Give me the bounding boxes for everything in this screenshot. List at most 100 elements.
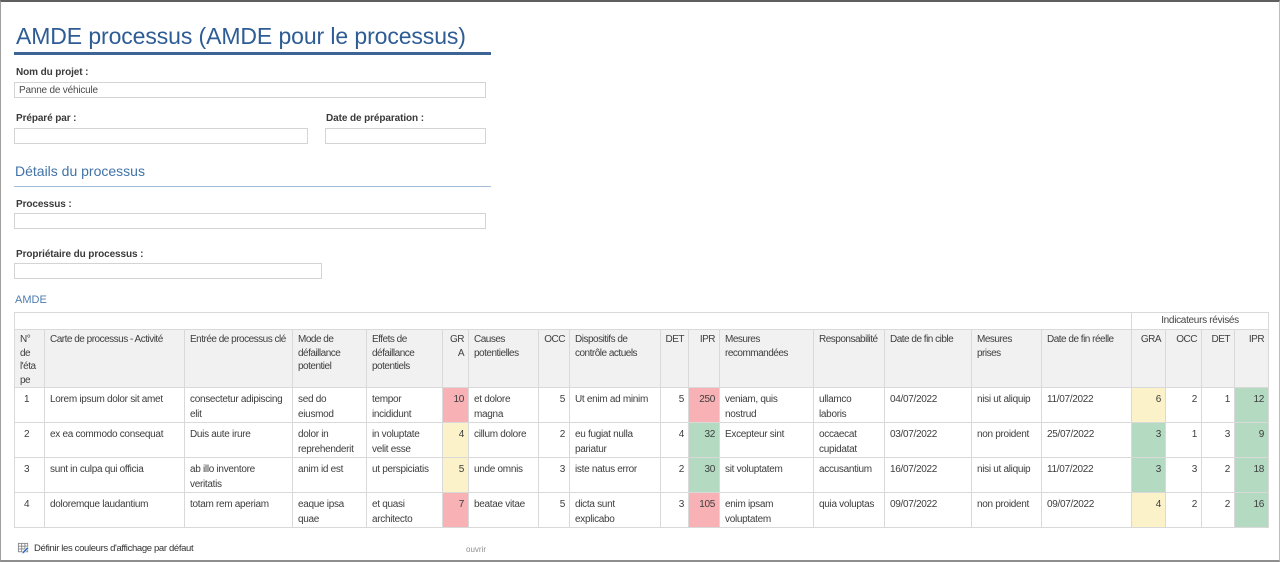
process-owner-input[interactable] bbox=[14, 263, 322, 279]
preparation-date-label: Date de préparation : bbox=[326, 113, 424, 124]
table-cell[interactable]: 3 bbox=[14, 457, 45, 493]
table-cell[interactable]: Ut enim ad minim bbox=[569, 387, 661, 423]
table-cell[interactable]: 25/07/2022 bbox=[1041, 422, 1132, 458]
table-cell[interactable]: nisi ut aliquip bbox=[971, 457, 1042, 493]
column-header-8: Dispositifs de contrôle actuels bbox=[569, 329, 661, 388]
table-cell[interactable]: 16 bbox=[1233, 492, 1270, 528]
table-cell[interactable]: 5 bbox=[660, 387, 689, 423]
table-cell[interactable]: eu fugiat nulla pariatur bbox=[569, 422, 661, 458]
table-cell[interactable]: sed do eiusmod bbox=[292, 387, 367, 423]
column-header-14: Mesures prises bbox=[971, 329, 1042, 388]
table-cell[interactable]: doloremque laudantium bbox=[44, 492, 185, 528]
table-cell[interactable]: 7 bbox=[442, 492, 469, 528]
prepared-by-input[interactable] bbox=[14, 128, 308, 144]
table-cell[interactable]: 9 bbox=[1233, 422, 1270, 458]
table-cell[interactable]: 18 bbox=[1233, 457, 1270, 493]
table-cell[interactable]: 16/07/2022 bbox=[884, 457, 972, 493]
table-cell[interactable]: enim ipsam voluptatem bbox=[719, 492, 814, 528]
preparation-date-input[interactable] bbox=[325, 128, 486, 144]
table-cell[interactable]: ullamco laboris bbox=[813, 387, 885, 423]
table-cell[interactable]: tempor incididunt bbox=[366, 387, 443, 423]
table-cell[interactable]: 32 bbox=[688, 422, 720, 458]
table-cell[interactable]: 4 bbox=[660, 422, 689, 458]
table-cell[interactable]: 03/07/2022 bbox=[884, 422, 972, 458]
table-cell[interactable]: 250 bbox=[688, 387, 720, 423]
group-header-spacer bbox=[14, 312, 1132, 330]
table-cell[interactable]: dicta sunt explicabo bbox=[569, 492, 661, 528]
table-cell[interactable]: nisi ut aliquip bbox=[971, 387, 1042, 423]
table-cell[interactable]: 2 bbox=[14, 422, 45, 458]
page-title: AMDE processus (AMDE pour le processus) bbox=[16, 23, 466, 49]
table-cell[interactable]: consectetur adipiscing elit bbox=[184, 387, 293, 423]
table-cell[interactable]: ab illo inventore veritatis bbox=[184, 457, 293, 493]
table-cell[interactable]: 3 bbox=[1131, 457, 1166, 493]
table-cell[interactable]: veniam, quis nostrud bbox=[719, 387, 814, 423]
table-cell[interactable]: unde omnis bbox=[468, 457, 539, 493]
table-cell[interactable]: Duis aute irure bbox=[184, 422, 293, 458]
table-cell[interactable]: Excepteur sint bbox=[719, 422, 814, 458]
table-cell[interactable]: anim id est bbox=[292, 457, 367, 493]
table-cell[interactable]: 5 bbox=[538, 387, 570, 423]
project-name-input[interactable] bbox=[14, 82, 486, 98]
table-cell[interactable]: iste natus error bbox=[569, 457, 661, 493]
table-cell[interactable]: 04/07/2022 bbox=[884, 387, 972, 423]
column-header-17: OCC bbox=[1165, 329, 1202, 388]
column-header-5: GRA bbox=[442, 329, 469, 388]
table-cell[interactable]: 10 bbox=[442, 387, 469, 423]
table-cell[interactable]: 11/07/2022 bbox=[1041, 457, 1132, 493]
table-cell[interactable]: 3 bbox=[1131, 422, 1166, 458]
table-cell[interactable]: 2 bbox=[538, 422, 570, 458]
table-cell[interactable]: totam rem aperiam bbox=[184, 492, 293, 528]
table-cell[interactable]: 2 bbox=[1201, 492, 1235, 528]
table-cell[interactable]: 5 bbox=[442, 457, 469, 493]
table-cell[interactable]: 09/07/2022 bbox=[1041, 492, 1132, 528]
table-edit-icon bbox=[17, 542, 30, 554]
table-cell[interactable]: 4 bbox=[442, 422, 469, 458]
table-cell[interactable]: 3 bbox=[1201, 422, 1235, 458]
project-name-label: Nom du projet : bbox=[16, 67, 89, 78]
table-cell[interactable]: eaque ipsa quae bbox=[292, 492, 367, 528]
process-input[interactable] bbox=[14, 213, 486, 229]
table-cell[interactable]: in voluptate velit esse bbox=[366, 422, 443, 458]
table-cell[interactable]: 2 bbox=[1201, 457, 1235, 493]
table-cell[interactable]: 3 bbox=[1165, 457, 1202, 493]
table-cell[interactable]: 2 bbox=[660, 457, 689, 493]
table-cell[interactable]: non proident bbox=[971, 422, 1042, 458]
table-cell[interactable]: 1 bbox=[1165, 422, 1202, 458]
table-cell[interactable]: et quasi architecto bbox=[366, 492, 443, 528]
table-cell[interactable]: 3 bbox=[660, 492, 689, 528]
table-cell[interactable]: 4 bbox=[1131, 492, 1166, 528]
table-cell[interactable]: accusantium bbox=[813, 457, 885, 493]
table-cell[interactable]: ut perspiciatis bbox=[366, 457, 443, 493]
table-cell[interactable]: 11/07/2022 bbox=[1041, 387, 1132, 423]
table-cell[interactable]: 6 bbox=[1131, 387, 1166, 423]
table-cell[interactable]: non proident bbox=[971, 492, 1042, 528]
column-header-13: Date de fin cible bbox=[884, 329, 972, 388]
table-cell[interactable]: sit voluptatem bbox=[719, 457, 814, 493]
table-cell[interactable]: 105 bbox=[688, 492, 720, 528]
table-cell[interactable]: 4 bbox=[14, 492, 45, 528]
table-cell[interactable]: 09/07/2022 bbox=[884, 492, 972, 528]
process-details-heading: Détails du processus bbox=[15, 163, 145, 179]
table-cell[interactable]: 2 bbox=[1165, 492, 1202, 528]
table-cell[interactable]: ex ea commodo consequat bbox=[44, 422, 185, 458]
set-display-colors-button[interactable]: Définir les couleurs d'affichage par déf… bbox=[17, 540, 194, 556]
process-owner-label: Propriétaire du processus : bbox=[16, 249, 144, 260]
table-cell[interactable]: sunt in culpa qui officia bbox=[44, 457, 185, 493]
table-cell[interactable]: 12 bbox=[1233, 387, 1270, 423]
table-cell[interactable]: occaecat cupidatat bbox=[813, 422, 885, 458]
table-cell[interactable]: 1 bbox=[14, 387, 45, 423]
table-cell[interactable]: 5 bbox=[538, 492, 570, 528]
table-cell[interactable]: cillum dolore bbox=[468, 422, 539, 458]
table-cell[interactable]: 1 bbox=[1201, 387, 1235, 423]
table-cell[interactable]: 2 bbox=[1165, 387, 1202, 423]
table-cell[interactable]: quia voluptas bbox=[813, 492, 885, 528]
table-cell[interactable]: dolor in reprehenderit bbox=[292, 422, 367, 458]
table-cell[interactable]: 30 bbox=[688, 457, 720, 493]
table-cell[interactable]: Lorem ipsum dolor sit amet bbox=[44, 387, 185, 423]
table-cell[interactable]: beatae vitae bbox=[468, 492, 539, 528]
table-cell[interactable]: 3 bbox=[538, 457, 570, 493]
table-cell[interactable]: et dolore magna bbox=[468, 387, 539, 423]
open-hint-text: ouvrir bbox=[466, 545, 487, 554]
column-header-16: GRA bbox=[1131, 329, 1166, 388]
